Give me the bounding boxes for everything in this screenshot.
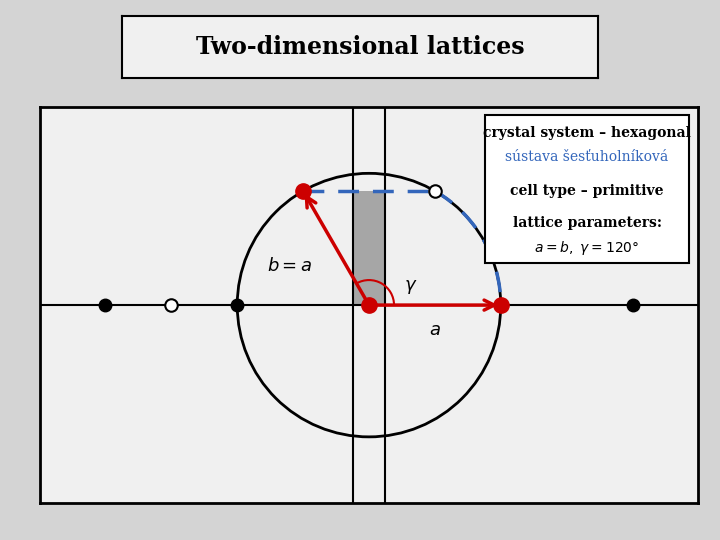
Text: $b = a$: $b = a$	[267, 256, 312, 274]
Text: cell type – primitive: cell type – primitive	[510, 184, 664, 198]
Text: crystal system – hexagonal: crystal system – hexagonal	[483, 126, 691, 140]
FancyBboxPatch shape	[485, 116, 689, 263]
Text: $\gamma$: $\gamma$	[405, 278, 418, 296]
Bar	[354, 191, 384, 305]
Text: sústava šesťuholníková: sústava šesťuholníková	[505, 150, 669, 164]
Text: Two-dimensional lattices: Two-dimensional lattices	[196, 35, 524, 59]
Text: lattice parameters:: lattice parameters:	[513, 215, 662, 230]
Text: $a = b,\ \gamma = 120°$: $a = b,\ \gamma = 120°$	[534, 239, 639, 257]
Text: $a$: $a$	[429, 321, 441, 339]
